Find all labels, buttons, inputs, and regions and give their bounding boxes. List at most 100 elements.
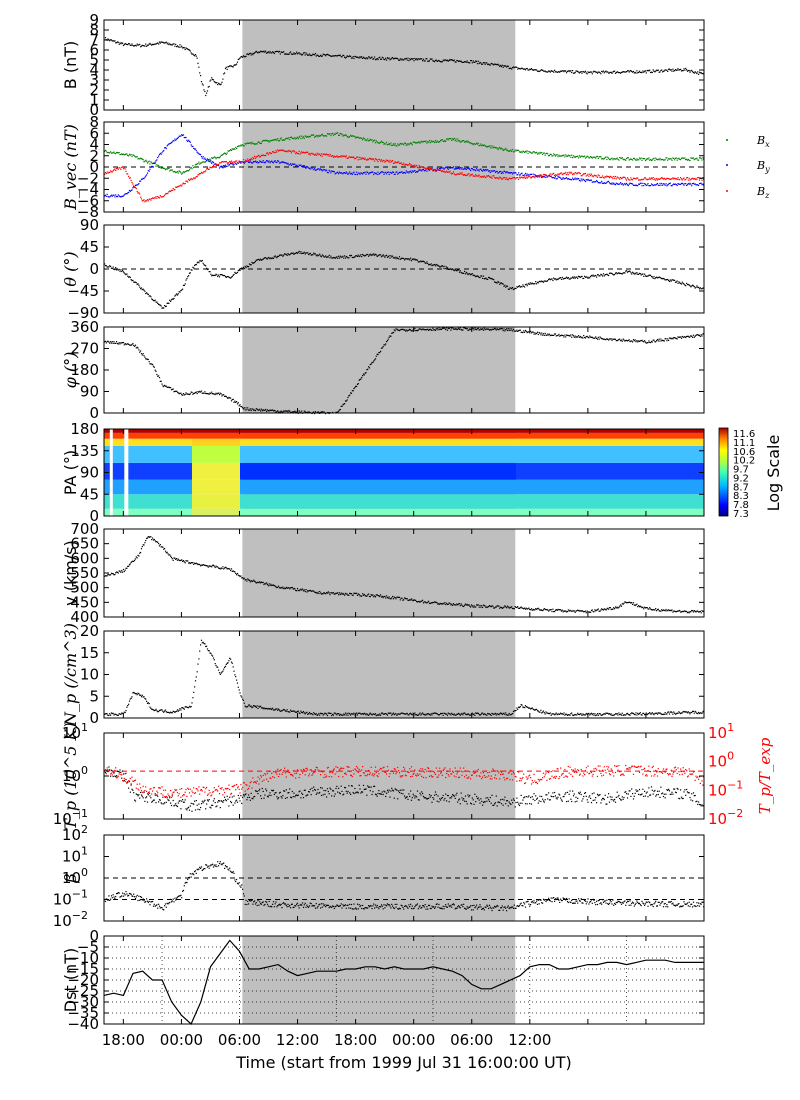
data-point <box>605 156 607 158</box>
data-point <box>218 162 221 164</box>
data-point <box>209 392 211 394</box>
data-point <box>418 261 420 263</box>
data-point <box>129 177 131 179</box>
data-point <box>674 279 676 281</box>
data-point <box>238 58 240 60</box>
data-point <box>356 56 358 58</box>
data-point <box>244 56 246 58</box>
data-point <box>292 137 294 140</box>
data-point <box>588 157 590 159</box>
data-point <box>509 606 511 608</box>
data-point <box>526 285 528 287</box>
data-point <box>613 175 615 178</box>
data-point <box>480 143 482 145</box>
data-point <box>560 610 563 612</box>
data-point <box>219 162 221 164</box>
data-point <box>227 162 229 164</box>
data-point <box>468 141 470 143</box>
data-point <box>166 193 168 195</box>
data-point <box>123 344 125 346</box>
data-point <box>506 178 509 181</box>
data-point <box>112 40 114 42</box>
data-point <box>432 169 434 172</box>
data-point <box>564 334 566 336</box>
data-point <box>646 179 648 181</box>
data-point <box>116 268 119 270</box>
data-point <box>525 283 527 285</box>
data-point <box>281 51 283 54</box>
data-point <box>396 596 398 598</box>
data-point <box>272 139 275 141</box>
data-point <box>410 142 412 144</box>
data-point <box>116 151 118 154</box>
data-point <box>110 151 112 153</box>
data-point <box>305 252 307 254</box>
data-point <box>496 170 498 173</box>
data-point <box>362 173 364 175</box>
data-point <box>191 269 193 271</box>
data-point <box>473 274 475 276</box>
data-point <box>401 58 403 60</box>
data-point <box>424 601 426 603</box>
data-point <box>682 70 684 72</box>
data-point <box>452 166 455 168</box>
data-point <box>572 276 574 278</box>
data-point <box>253 52 255 54</box>
data-point <box>456 140 458 142</box>
data-point <box>629 70 631 72</box>
data-point <box>569 172 571 174</box>
data-point <box>583 173 585 175</box>
data-point <box>122 166 124 168</box>
data-point <box>589 179 591 182</box>
data-point <box>535 608 537 610</box>
data-point <box>233 147 235 150</box>
data-point <box>168 554 170 556</box>
data-point <box>230 149 232 151</box>
data-point <box>216 566 218 568</box>
data-point <box>639 179 641 181</box>
data-point <box>248 159 251 161</box>
data-point <box>445 166 447 168</box>
data-point <box>582 155 584 158</box>
data-point <box>376 141 378 143</box>
data-point <box>362 594 365 596</box>
data-point <box>625 178 627 180</box>
data-point <box>394 173 396 175</box>
data-point <box>406 164 408 166</box>
data-point <box>566 177 568 179</box>
data-point <box>469 273 471 275</box>
data-point <box>380 141 382 143</box>
data-point <box>630 177 632 179</box>
data-point <box>578 72 581 74</box>
data-point <box>486 146 488 148</box>
data-point <box>332 156 335 158</box>
data-point <box>463 140 465 142</box>
data-point <box>301 165 303 167</box>
data-point <box>579 610 581 612</box>
data-point <box>124 569 126 571</box>
data-point <box>582 178 584 180</box>
data-point <box>238 161 240 163</box>
data-point <box>484 605 486 607</box>
data-point <box>495 177 497 179</box>
data-point <box>145 540 147 542</box>
data-point <box>486 169 488 171</box>
data-point <box>430 58 432 60</box>
data-point <box>174 170 176 172</box>
data-point <box>409 143 411 145</box>
data-point <box>433 601 435 604</box>
data-point <box>448 138 450 140</box>
data-point <box>419 261 421 263</box>
data-point <box>234 400 236 402</box>
data-point <box>506 171 509 173</box>
data-point <box>460 329 462 331</box>
data-point <box>139 552 141 554</box>
data-point <box>227 66 229 68</box>
data-point <box>381 161 383 163</box>
data-point <box>608 176 610 178</box>
data-point <box>356 56 359 58</box>
data-point <box>653 276 655 278</box>
data-point <box>256 408 258 410</box>
data-point <box>386 171 389 173</box>
data-point <box>137 44 139 46</box>
